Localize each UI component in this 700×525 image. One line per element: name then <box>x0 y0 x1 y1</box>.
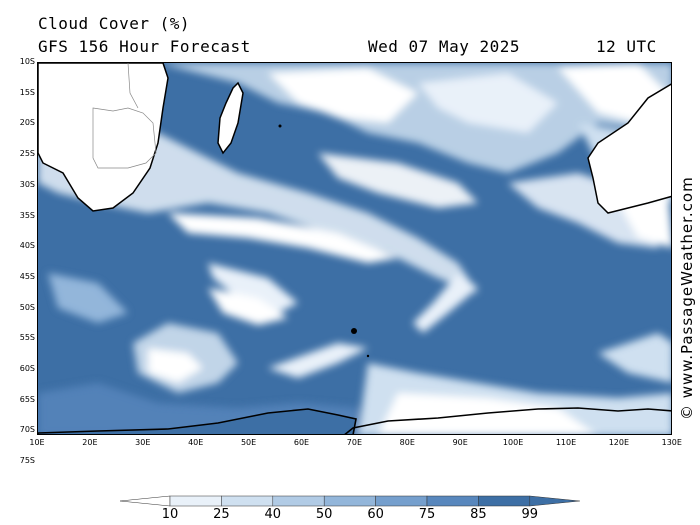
colorbar-level-label: 75 <box>418 507 436 522</box>
site-credit: © www.PassageWeather.com <box>678 176 696 420</box>
lon-tick-label: 60E <box>293 438 310 447</box>
lon-tick-label: 10E <box>29 438 45 447</box>
colorbar-segment <box>221 495 274 507</box>
colorbar-segment <box>323 495 376 507</box>
forecast-label: GFS 156 Hour Forecast <box>38 37 251 56</box>
lon-tick-label: 50E <box>240 438 257 447</box>
kerguelen-island <box>351 328 357 334</box>
colorbar-level-label: 99 <box>521 507 539 522</box>
colorbar-level-label: 85 <box>470 507 487 522</box>
colorbar-level-label: 40 <box>264 507 282 522</box>
antarctica-west-coast <box>38 408 357 434</box>
cloud-patches <box>38 63 671 434</box>
map-title: Cloud Cover (%) <box>38 14 190 33</box>
colorbar-min-arrow <box>119 495 171 507</box>
lat-tick-label: 15S <box>19 87 35 97</box>
lat-tick-label: 70S <box>19 425 35 435</box>
colorbar-max-arrow <box>529 495 580 507</box>
lat-tick-label: 50S <box>19 302 35 312</box>
island-marker <box>278 124 282 128</box>
colorbar-level-label: 25 <box>213 507 230 522</box>
lat-tick-label: 20S <box>19 118 35 128</box>
colorbar-level-label: 50 <box>315 507 333 522</box>
lat-tick-label: 65S <box>19 394 35 404</box>
lon-tick-label: 40E <box>188 438 204 447</box>
lat-tick-label: 30S <box>19 179 35 189</box>
forecast-time: 12 UTC <box>596 37 657 56</box>
madagascar-landmass <box>217 81 244 155</box>
lon-tick-label: 110E <box>555 438 577 447</box>
colorbar <box>119 495 580 507</box>
lon-tick-label: 120E <box>608 438 630 447</box>
lat-tick-label: 55S <box>19 333 35 343</box>
island-marker <box>366 354 370 358</box>
cloud-cover-map[interactable] <box>37 62 672 435</box>
lat-tick-label: 75S <box>19 456 35 466</box>
lon-tick-label: 30E <box>135 438 151 447</box>
lat-tick-label: 25S <box>19 149 35 159</box>
colorbar-level-label: 60 <box>367 507 384 522</box>
lat-tick-label: 40S <box>19 241 35 251</box>
lat-tick-label: 45S <box>19 271 35 281</box>
lon-tick-label: 80E <box>399 438 415 447</box>
africa-landmass <box>38 63 169 212</box>
australia-landmass <box>587 83 671 214</box>
lon-tick-label: 130E <box>661 438 682 447</box>
antarctica-east-coast <box>344 407 671 434</box>
map-canvas <box>38 63 671 434</box>
colorbar-segment <box>272 495 325 507</box>
lat-tick-label: 35S <box>19 210 35 220</box>
colorbar-segment <box>375 495 428 507</box>
lon-tick-label: 100E <box>502 438 524 447</box>
colorbar-segment <box>426 495 479 507</box>
colorbar-level-label: 10 <box>161 507 179 522</box>
lon-tick-label: 70E <box>346 438 362 447</box>
colorbar-segment <box>169 495 222 507</box>
lon-tick-label: 90E <box>452 438 468 447</box>
lat-tick-label: 60S <box>19 364 35 373</box>
lat-tick-label: 10S <box>19 57 35 66</box>
forecast-date: Wed 07 May 2025 <box>368 37 520 56</box>
colorbar-segment <box>478 495 531 507</box>
lon-tick-label: 20E <box>82 438 98 447</box>
